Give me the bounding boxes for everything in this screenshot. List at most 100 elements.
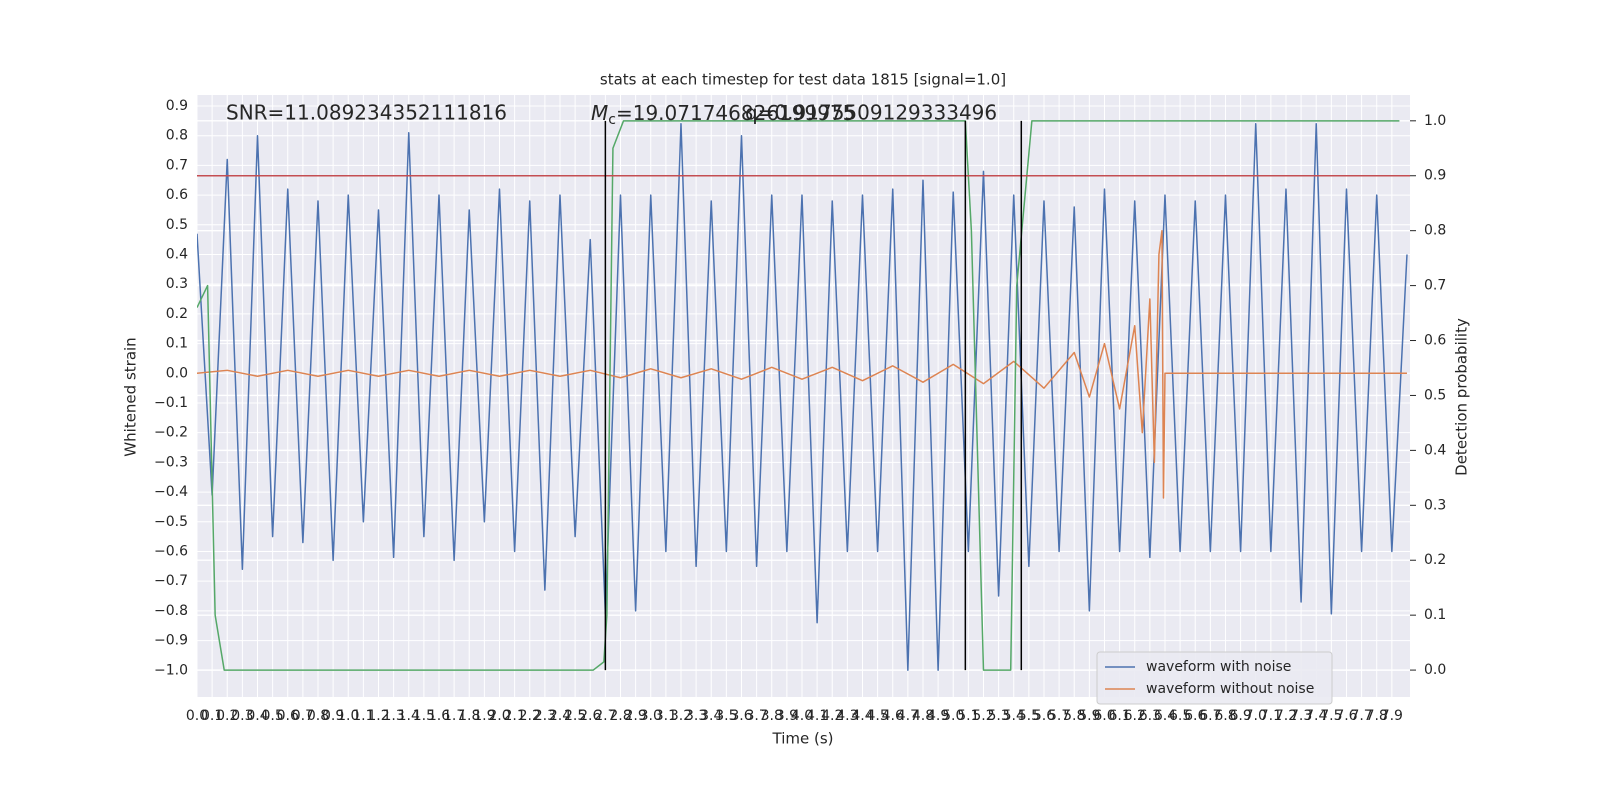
series-line (197, 120, 1400, 671)
y-tick-label: −1.0 (154, 662, 188, 678)
x-tick-label: 2.7 (594, 708, 616, 724)
x-tick-label: 0.9 (322, 708, 344, 724)
x-tick-label: 3.7 (745, 708, 767, 724)
x-tick-label: 6.7 (1199, 708, 1221, 724)
x-tick-label: 7.9 (1381, 708, 1403, 724)
y-tick-label: −0.1 (154, 395, 188, 411)
x-tick-label: 1.9 (473, 708, 495, 724)
x-tick-label: 5.1 (957, 708, 979, 724)
y2-tick-label: 0.6 (1424, 333, 1446, 349)
x-tick-label: 3.8 (761, 708, 783, 724)
x-tick-label: 0.5 (261, 708, 283, 724)
x-tick-label: 4.3 (836, 708, 858, 724)
x-tick-label: 2.4 (549, 708, 571, 724)
x-tick-label: 7.3 (1290, 708, 1312, 724)
x-tick-label: 4.9 (927, 708, 949, 724)
annotation-symbol: M (591, 101, 608, 125)
chart-title: stats at each timestep for test data 181… (600, 71, 1006, 89)
x-tick-label: 5.8 (1063, 708, 1085, 724)
x-tick-label: 2.6 (579, 708, 601, 724)
x-tick-label: 0.1 (201, 708, 223, 724)
x-tick-label: 1.3 (382, 708, 404, 724)
x-tick-label: 1.1 (352, 708, 374, 724)
x-tick-label: 7.2 (1275, 708, 1297, 724)
x-tick-label: 4.8 (912, 708, 934, 724)
x-tick-label: 6.2 (1124, 708, 1146, 724)
x-tick-label: 3.0 (640, 708, 662, 724)
y-tick-label: 0.0 (166, 365, 188, 381)
x-tick-label: 1.5 (413, 708, 435, 724)
x-tick-label: 1.4 (398, 708, 420, 724)
x-tick-label: 0.4 (246, 708, 268, 724)
y-tick-label: −0.2 (154, 425, 188, 441)
y-tick-label: 0.4 (166, 246, 188, 262)
x-tick-label: 5.2 (972, 708, 994, 724)
x-tick-label: 3.5 (715, 708, 737, 724)
y2-tick-label: 0.1 (1424, 607, 1446, 623)
overlay: waveform with noise waveform without nois… (604, 120, 1333, 705)
x-tick-label: 2.3 (534, 708, 556, 724)
x-tick-label: 1.7 (443, 708, 465, 724)
x-axis-label: Time (s) (772, 730, 834, 748)
x-tick-label: 7.1 (1260, 708, 1282, 724)
series-line (197, 229, 1407, 499)
x-tick-label: 4.0 (791, 708, 813, 724)
y-tick-label: −0.3 (154, 454, 188, 470)
x-tick-label: 6.9 (1229, 708, 1251, 724)
x-tick-label: 5.6 (1033, 708, 1055, 724)
x-tick-label: 3.1 (655, 708, 677, 724)
y-tick-label: −0.5 (154, 514, 188, 530)
y-tick-label: 0.6 (166, 187, 188, 203)
x-tick-label: 4.4 (851, 708, 873, 724)
x-tick-label: 3.9 (776, 708, 798, 724)
legend-box (1096, 651, 1333, 705)
x-tick-label: 6.5 (1169, 708, 1191, 724)
x-tick-label: 0.2 (216, 708, 238, 724)
y-tick-label: 0.2 (166, 306, 188, 322)
legend-label: waveform with noise (1146, 659, 1291, 675)
x-tick-label: 7.0 (1245, 708, 1267, 724)
y-tick-label: −0.8 (154, 603, 188, 619)
x-tick-label: 2.9 (624, 708, 646, 724)
legend-label: waveform without noise (1146, 681, 1314, 697)
x-tick-label: 7.7 (1350, 708, 1372, 724)
x-tick-label: 0.8 (307, 708, 329, 724)
x-tick-label: 1.0 (337, 708, 359, 724)
y-axis-label: Whitened strain (122, 337, 140, 456)
y2-tick-label: 0.4 (1424, 442, 1446, 458)
y2-tick-label: 0.8 (1424, 223, 1446, 239)
y2-tick-label: 0.5 (1424, 387, 1446, 403)
annotation-text: =19.071746826199975 (616, 101, 855, 125)
x-tick-label: 5.3 (987, 708, 1009, 724)
x-tick-label: 1.8 (458, 708, 480, 724)
x-tick-label: 3.6 (730, 708, 752, 724)
x-tick-label: 0.3 (231, 708, 253, 724)
x-tick-label: 4.2 (821, 708, 843, 724)
x-tick-label: 6.6 (1184, 708, 1206, 724)
x-tick-label: 5.9 (1078, 708, 1100, 724)
y-tick-label: 0.7 (166, 157, 188, 173)
x-tick-label: 6.4 (1154, 708, 1176, 724)
x-tick-label: 4.1 (806, 708, 828, 724)
y2-axis-label: Detection probability (1453, 318, 1471, 476)
x-tick-label: 7.5 (1320, 708, 1342, 724)
x-tick-label: 2.8 (609, 708, 631, 724)
x-tick-label: 5.4 (1003, 708, 1025, 724)
x-tick-label: 5.0 (942, 708, 964, 724)
x-tick-label: 3.4 (700, 708, 722, 724)
y-tick-label: 0.3 (166, 276, 188, 292)
annotation-subscript: c (608, 112, 616, 128)
marks (197, 120, 1410, 672)
y-tick-label: −0.7 (154, 573, 188, 589)
y-tick-label: 0.5 (166, 217, 188, 233)
x-tick-label: 2.0 (488, 708, 510, 724)
y-tick-label: −0.4 (154, 484, 188, 500)
y-tick-label: −0.9 (154, 633, 188, 649)
y-tick-label: 0.9 (166, 98, 188, 114)
x-tick-label: 4.5 (866, 708, 888, 724)
x-tick-label: 1.6 (428, 708, 450, 724)
x-tick-label: 2.1 (503, 708, 525, 724)
x-tick-label: 5.7 (1048, 708, 1070, 724)
x-tick-label: 3.2 (670, 708, 692, 724)
